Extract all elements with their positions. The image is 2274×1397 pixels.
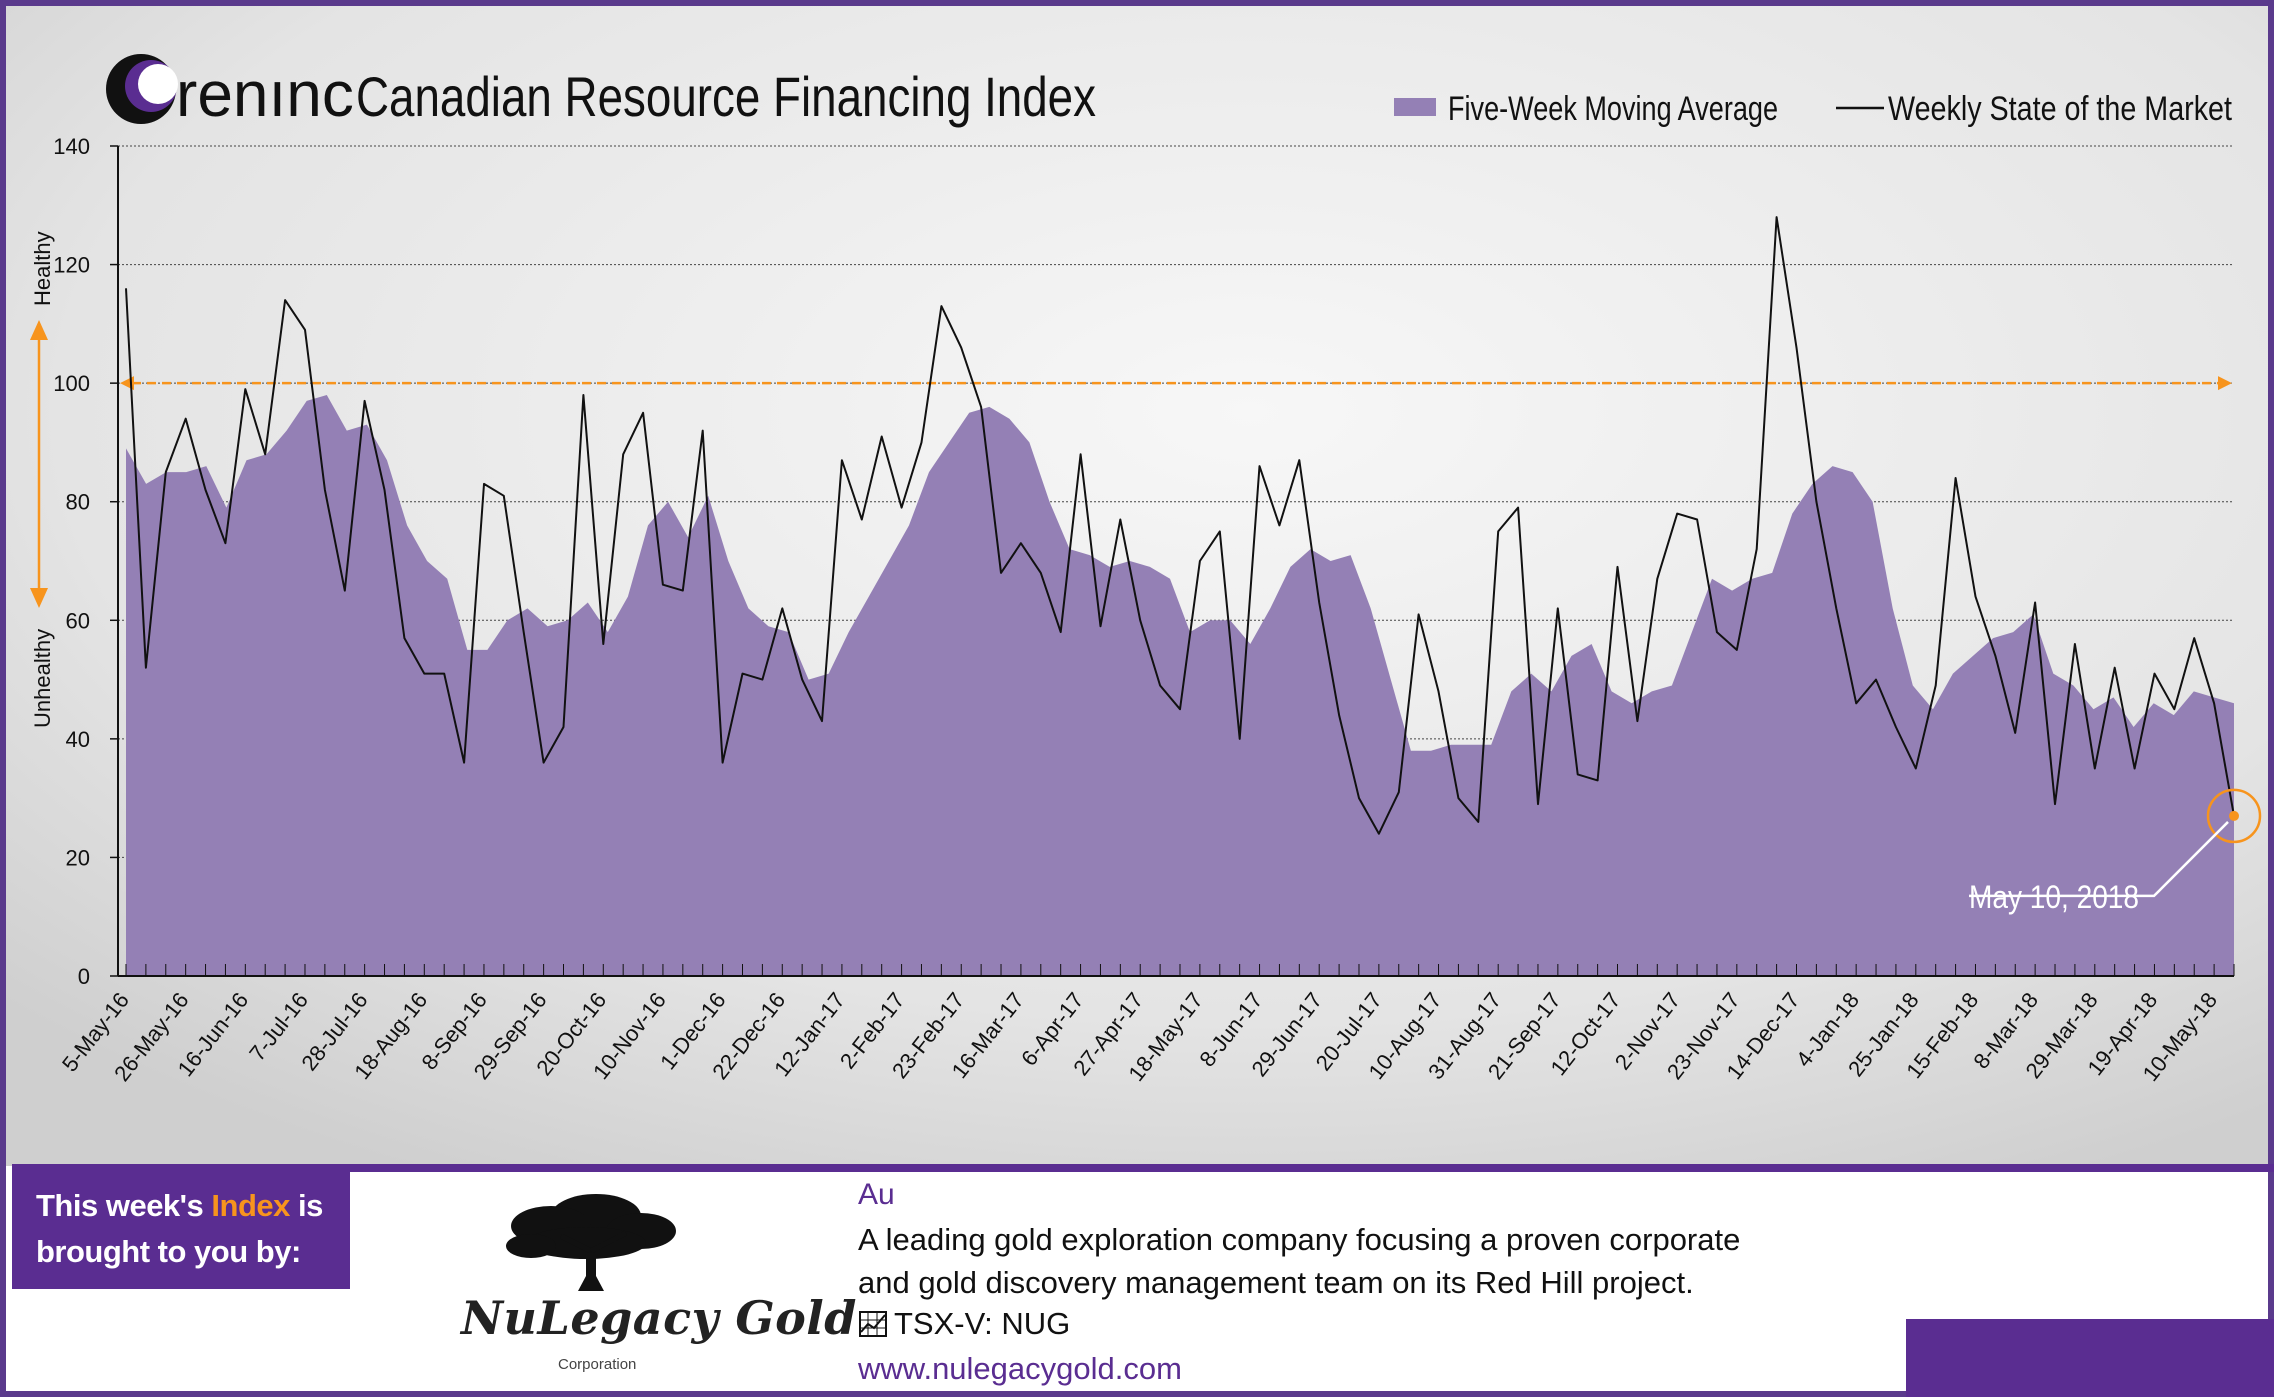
sponsor-intro-text: This week's xyxy=(36,1188,212,1223)
sponsor-divider xyxy=(12,1164,2274,1172)
weekly-state-line xyxy=(125,216,2235,835)
sponsor-intro-line2: brought to you by: xyxy=(36,1234,301,1269)
sponsor-logo xyxy=(446,1171,826,1391)
chart-title: Canadian Resource Financing Index xyxy=(356,65,1096,128)
moving-average-area xyxy=(126,395,2234,976)
sponsor-intro-box: This week's Index is brought to you by: xyxy=(12,1171,350,1289)
sponsor-intro-highlight: Index xyxy=(211,1188,290,1223)
sponsor-ticker: TSX-V: NUG xyxy=(858,1306,1070,1342)
legend-label-weekly-state: Weekly State of the Market xyxy=(1888,90,2232,128)
sponsor-company-name: NuLegacy Gold xyxy=(461,1291,857,1345)
health-arrow-icon xyxy=(30,320,48,608)
chart-icon xyxy=(859,1311,887,1337)
sponsor-company-sub: Corporation xyxy=(558,1356,637,1373)
sponsor-intro-text-end: is xyxy=(289,1188,323,1223)
legend-swatch-area xyxy=(1394,98,1436,116)
brand-logo-text: renınc xyxy=(176,58,354,130)
y-tick-label-60: 60 xyxy=(66,608,90,633)
y-tick-label-40: 40 xyxy=(66,727,90,752)
y-tick-label-80: 80 xyxy=(66,490,90,515)
healthy-label: Healthy xyxy=(30,231,55,306)
latest-point-label: May 10, 2018 xyxy=(1969,879,2139,915)
tree-icon xyxy=(506,1194,676,1291)
orenic-logo-icon xyxy=(106,54,178,124)
unhealthy-label: Unhealthy xyxy=(30,629,55,728)
y-tick-label-120: 120 xyxy=(53,253,90,278)
sponsor-ticker-text: TSX-V: NUG xyxy=(894,1306,1071,1341)
sponsor-description: A leading gold exploration company focus… xyxy=(858,1222,1741,1300)
y-tick-label-140: 140 xyxy=(53,134,90,159)
latest-point-ring xyxy=(2206,788,2262,844)
y-tick-label-100: 100 xyxy=(53,371,90,396)
latest-point-dot xyxy=(2229,810,2239,821)
resource-financing-chart: renınc Canadian Resource Financing Index… xyxy=(6,6,2268,1166)
legend-label-moving-average: Five-Week Moving Average xyxy=(1448,90,1778,128)
sponsor-website-link[interactable]: www.nulegacygold.com xyxy=(858,1351,1182,1386)
reference-arrow-right-icon xyxy=(2218,376,2232,391)
corner-accent xyxy=(1906,1319,2274,1397)
sponsor-symbol: Au xyxy=(858,1178,895,1211)
y-tick-label-0: 0 xyxy=(78,964,90,989)
y-tick-label-20: 20 xyxy=(66,845,90,870)
latest-point-callout-line xyxy=(1969,821,2229,898)
